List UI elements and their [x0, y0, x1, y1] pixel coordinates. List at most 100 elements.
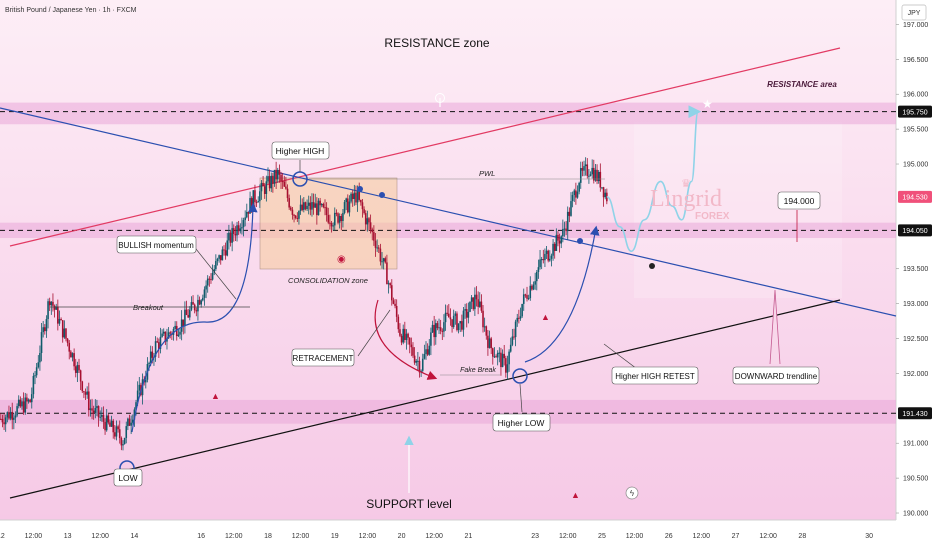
price-axis[interactable]: 197.000 196.500 196.000 195.500 195.000 193.5…: [896, 22, 928, 518]
candle-body: [73, 353, 75, 367]
candlesticks: [0, 157, 608, 451]
candle-body: [70, 351, 72, 358]
candle-body: [498, 352, 501, 354]
pwl-label: PWL: [479, 169, 495, 178]
time-tick-label: 18: [264, 533, 272, 540]
downward-trendline-pointer: [769, 289, 781, 365]
candle-body: [158, 342, 160, 349]
candle-body: [526, 295, 528, 299]
rocket-marker-icon: ▲: [541, 312, 550, 322]
candle-body: [205, 285, 207, 290]
candle-body: [4, 417, 7, 425]
bullish-callout-line: [191, 243, 237, 300]
candle-body: [384, 258, 387, 263]
candle-body: [257, 201, 260, 203]
candle-body: [343, 202, 346, 213]
candle-body: [500, 352, 502, 368]
candle-body: [485, 326, 488, 336]
candle-body: [340, 216, 343, 222]
downward-trendline: [0, 107, 897, 317]
candle-body: [174, 325, 176, 329]
price-tick-label: 193.500: [903, 266, 928, 273]
candle-body: [45, 319, 48, 332]
candle-body: [575, 190, 577, 198]
candle-body: [254, 190, 256, 203]
time-tick-label: 12:00: [559, 533, 577, 540]
candle-body: [159, 336, 162, 349]
price-tag-label: 191.430: [902, 411, 927, 418]
resistance-zone-label: RESISTANCE zone: [384, 36, 489, 50]
time-axis[interactable]: 12 12:00 13 12:00 14 16 12:00 18 12:00 19 12:00 20 1…: [0, 533, 873, 540]
candle-body: [312, 202, 315, 208]
candle-body: [474, 294, 476, 310]
candle-body: [568, 211, 571, 216]
candle-body: [329, 222, 331, 224]
candle-body: [449, 317, 452, 320]
candle-body: [522, 294, 525, 304]
candle-body: [594, 169, 597, 181]
candle-body: [353, 192, 356, 200]
candle-body: [138, 384, 141, 391]
candle-body: [272, 175, 274, 184]
candle-body: [314, 203, 317, 208]
time-tick-label: 19: [331, 533, 339, 540]
time-tick-label: 14: [131, 533, 139, 540]
candle-body: [35, 367, 38, 376]
candle-body: [40, 332, 43, 354]
candle-body: [413, 355, 416, 363]
currency-button[interactable]: JPY: [901, 4, 927, 21]
candle-body: [197, 299, 199, 312]
candle-body: [57, 306, 59, 324]
candle-body: [135, 402, 137, 410]
candle-body: [397, 316, 400, 330]
candle-body: [405, 333, 408, 341]
price-tags: 195.750 194.530 194.050 191.430: [898, 105, 932, 420]
candle-body: [164, 331, 167, 342]
candle-body: [244, 217, 246, 221]
candle-body: [195, 310, 198, 312]
lightning-icon[interactable]: ϟ: [625, 486, 639, 500]
candle-body: [270, 175, 273, 189]
rocket-marker-icon: ▲: [571, 490, 580, 500]
candle-body: [118, 429, 121, 439]
candle-body: [260, 182, 263, 192]
candle-body: [462, 310, 465, 330]
support-level-label: SUPPORT level: [366, 497, 452, 511]
candle-body: [467, 311, 470, 318]
candle-body: [508, 351, 510, 365]
candle-body: [42, 327, 44, 333]
candle-body: [125, 426, 128, 438]
candle-body: [246, 211, 248, 218]
time-tick-label: 12:00: [25, 533, 43, 540]
candle-body: [478, 301, 481, 307]
candle-body: [76, 365, 79, 373]
candle-body: [55, 306, 58, 310]
candle-body: [291, 209, 294, 215]
svg-text:LOW: LOW: [118, 473, 137, 483]
zone-band: [0, 102, 896, 125]
candle-body: [210, 279, 212, 281]
candle-body: [369, 222, 372, 230]
candle-body: [78, 365, 80, 371]
candle-body: [524, 294, 527, 296]
candle-body: [71, 353, 74, 358]
candle-body: [263, 186, 266, 194]
candle-body: [184, 309, 186, 327]
candle-body: [252, 190, 255, 211]
candle-body: [553, 243, 556, 251]
candle-body: [149, 351, 152, 363]
candle-body: [6, 412, 9, 418]
candle-body: [509, 344, 512, 352]
candle-body: [203, 289, 206, 298]
candle-body: [457, 323, 460, 331]
candle-body: [89, 408, 92, 411]
higher-high-retest-label: Higher HIGH RETEST: [611, 366, 699, 385]
candle-body: [185, 309, 188, 315]
candle-body: [239, 228, 242, 232]
candle-body: [0, 418, 2, 420]
price-tag: [898, 407, 932, 420]
candle-body: [430, 332, 432, 346]
watermark-logo: Lingrid: [650, 186, 722, 212]
